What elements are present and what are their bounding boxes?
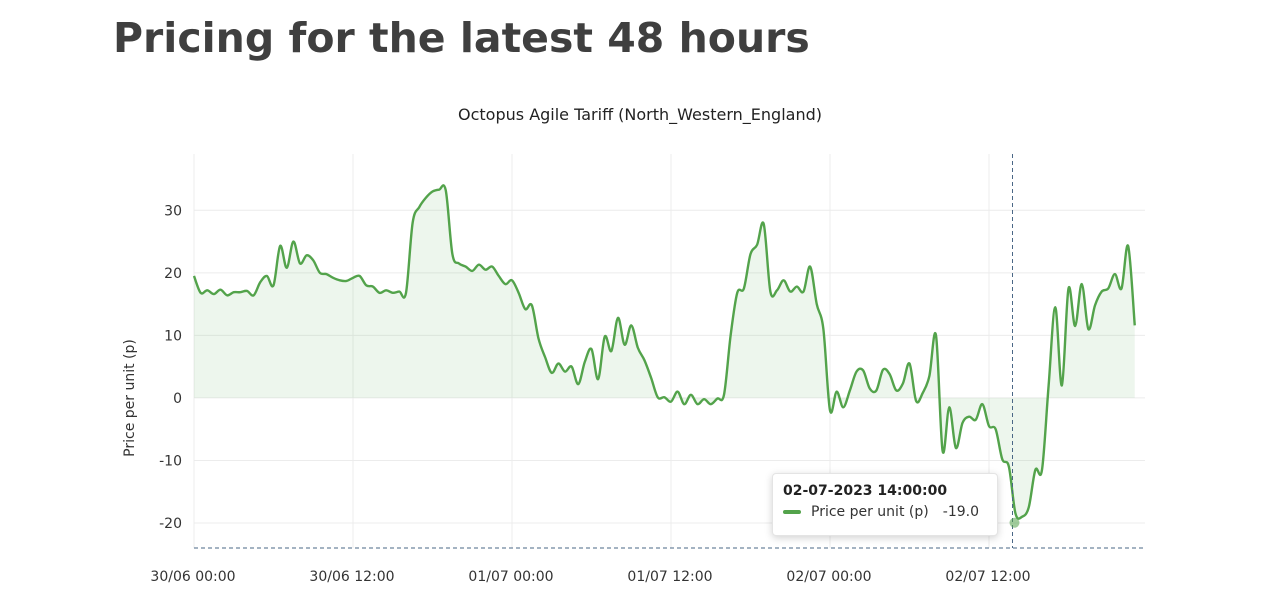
x-tick-label: 01/07 00:00 [468, 569, 553, 585]
tooltip-time: 02-07-2023 14:00:00 [783, 483, 948, 499]
x-tick-label: 02/07 00:00 [786, 569, 871, 585]
chart-tooltip: 02-07-2023 14:00:00 Price per unit (p) -… [772, 473, 998, 536]
page-title: Pricing for the latest 48 hours [113, 14, 810, 62]
price-series-line[interactable] [192, 184, 1136, 520]
x-tick-label: 30/06 12:00 [309, 569, 394, 585]
y-tick-label: 20 [164, 266, 182, 282]
chart-title: Octopus Agile Tariff (North_Western_Engl… [458, 105, 822, 125]
tooltip-row: Price per unit (p) -19.0 [783, 504, 987, 520]
highlighted-point[interactable] [1009, 517, 1020, 528]
y-axis-label: Price per unit (p) [122, 339, 138, 457]
y-tick-label: -10 [159, 453, 182, 469]
tooltip-value: -19.0 [942, 504, 979, 520]
tooltip-series-label: Price per unit (p) [811, 504, 929, 520]
x-axis-ticks: 30/06 00:00 30/06 12:00 01/07 00:00 01/07 1… [150, 569, 1030, 585]
price-area [194, 185, 1135, 519]
x-tick-label: 30/06 00:00 [150, 569, 235, 585]
chart-container[interactable]: Octopus Agile Tariff (North_Western_Engl… [0, 90, 1280, 595]
y-tick-label: 0 [173, 391, 182, 407]
y-tick-label: 10 [164, 328, 182, 344]
y-tick-label: 30 [164, 203, 182, 219]
price-chart[interactable]: Octopus Agile Tariff (North_Western_Engl… [0, 90, 1280, 595]
grid-lines [193, 154, 1145, 548]
y-axis-ticks: -20 -10 0 10 20 30 [159, 203, 182, 532]
x-tick-label: 02/07 12:00 [945, 569, 1030, 585]
tooltip-series-swatch [783, 510, 801, 514]
x-tick-label: 01/07 12:00 [627, 569, 712, 585]
y-tick-label: -20 [159, 516, 182, 532]
